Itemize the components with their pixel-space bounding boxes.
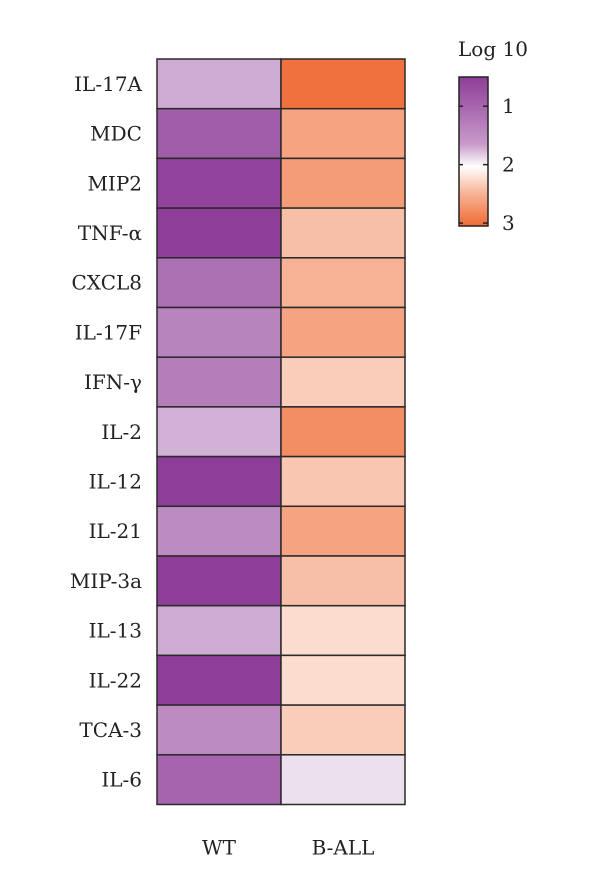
heatmap-cell-0-0 xyxy=(156,58,282,110)
row-label-0: IL-17A xyxy=(74,72,142,96)
row-label-12: IL-22 xyxy=(89,668,142,692)
row-label-11: IL-13 xyxy=(89,619,142,643)
heatmap-cell-13-1 xyxy=(280,704,406,756)
heatmap-cell-8-0 xyxy=(156,455,282,508)
heatmap-cell-6-1 xyxy=(280,356,406,408)
column-labels: WT B-ALL xyxy=(202,836,374,860)
heatmap-cell-6-0 xyxy=(156,356,282,408)
heatmap-cell-9-1 xyxy=(280,505,406,557)
heatmap-cell-7-1 xyxy=(280,406,406,458)
heatmap-cell-7-0 xyxy=(156,406,282,458)
legend-tick-label-0: 1 xyxy=(502,94,515,118)
heatmap-cell-12-0 xyxy=(156,654,282,706)
heatmap-cell-0-1 xyxy=(280,58,406,110)
row-label-1: MDC xyxy=(90,122,142,146)
heatmap-cell-14-1 xyxy=(280,754,406,806)
row-label-4: CXCL8 xyxy=(72,271,143,295)
row-label-6: IFN-γ xyxy=(84,370,142,394)
heatmap-cell-3-1 xyxy=(280,207,406,259)
row-label-8: IL-12 xyxy=(89,469,142,493)
heatmap-cell-14-0 xyxy=(156,754,282,806)
heatmap-cell-1-0 xyxy=(156,107,282,160)
column-label-0: WT xyxy=(202,836,237,860)
heatmap-cell-3-0 xyxy=(156,207,282,259)
row-label-7: IL-2 xyxy=(101,420,142,444)
heatmap-cell-1-1 xyxy=(280,107,406,160)
row-label-14: IL-6 xyxy=(101,768,142,792)
heatmap-cell-5-1 xyxy=(280,306,406,358)
legend-ticks: 1 2 3 xyxy=(459,94,515,235)
heatmap-cell-4-1 xyxy=(280,257,406,309)
heatmap-cell-2-0 xyxy=(156,157,282,209)
row-label-10: MIP-3a xyxy=(70,569,142,593)
heatmap-cell-8-1 xyxy=(280,455,406,508)
legend-title: Log 10 xyxy=(458,37,528,61)
legend-tick-label-1: 2 xyxy=(502,153,515,177)
row-label-13: TCA-3 xyxy=(79,718,142,742)
heatmap-cell-11-0 xyxy=(156,604,282,657)
heatmap-cell-2-1 xyxy=(280,157,406,209)
heatmap-cell-5-0 xyxy=(156,306,282,358)
heatmap-cell-13-0 xyxy=(156,704,282,756)
legend-tick-label-2: 3 xyxy=(502,211,515,235)
heatmap-cell-12-1 xyxy=(280,654,406,706)
row-label-2: MIP2 xyxy=(87,171,142,195)
row-label-5: IL-17F xyxy=(75,320,142,344)
color-legend: Log 10 1 2 3 xyxy=(458,37,528,235)
heatmap-cell-9-0 xyxy=(156,505,282,557)
column-label-1: B-ALL xyxy=(312,836,375,860)
row-labels: IL-17A MDC MIP2 TNF-α CXCL8 IL-17F IFN-γ IL-2 IL… xyxy=(70,72,143,792)
heatmap-cell-11-1 xyxy=(280,604,406,657)
row-label-9: IL-21 xyxy=(89,519,142,543)
heatmap-cell-4-0 xyxy=(156,257,282,309)
heatmap-cell-10-0 xyxy=(156,555,282,607)
heatmap-cells xyxy=(156,58,406,806)
row-label-3: TNF-α xyxy=(78,221,142,245)
heatmap-cell-10-1 xyxy=(280,555,406,607)
legend-colorbar xyxy=(458,76,489,227)
